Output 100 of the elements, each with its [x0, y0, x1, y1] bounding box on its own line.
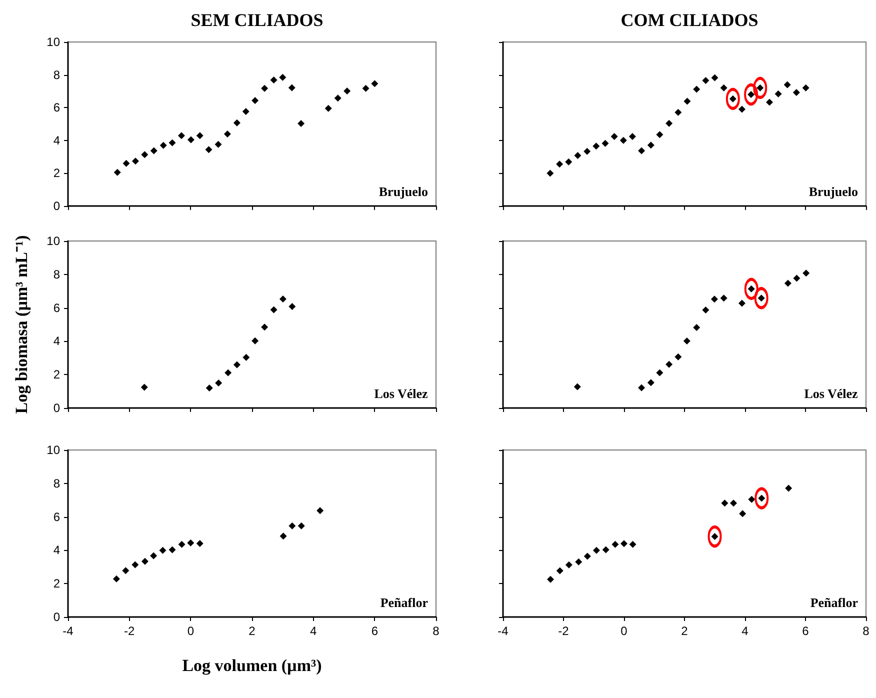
point [298, 120, 305, 128]
point [738, 300, 746, 307]
point [132, 158, 139, 165]
y-tick-label: 6 [53, 100, 60, 115]
point [792, 89, 800, 96]
point [279, 74, 286, 81]
annotation: Peñaflor [810, 595, 858, 610]
point [802, 270, 810, 277]
point [159, 546, 166, 554]
point [748, 496, 756, 503]
y-tick-label: 2 [53, 166, 60, 180]
y-tick-label: 0 [53, 199, 60, 213]
point [214, 140, 222, 148]
x-tick-label: 8 [432, 624, 440, 638]
y-tick-label: 0 [53, 610, 60, 624]
point [112, 575, 120, 582]
x-tick-label: -4 [62, 624, 74, 638]
y-tick-label: 10 [46, 35, 60, 49]
y-axis-title: Log biomasa (µm³ mL⁻¹) [12, 235, 31, 414]
point [224, 369, 232, 376]
point [141, 558, 148, 565]
point [187, 136, 194, 144]
point [178, 540, 186, 548]
point [122, 567, 130, 574]
annotation: Peñaflor [380, 595, 428, 610]
point [270, 306, 278, 314]
point [602, 140, 609, 147]
point [721, 500, 728, 507]
point [730, 500, 738, 507]
point [793, 274, 800, 282]
point [196, 540, 204, 548]
point [178, 132, 185, 140]
point [252, 337, 259, 344]
point [684, 98, 691, 105]
point [592, 142, 600, 150]
point [261, 84, 268, 92]
point [575, 558, 582, 566]
point [702, 306, 710, 314]
point [656, 131, 664, 138]
x-axis-title: Log volumen (µm³) [182, 656, 322, 675]
point [334, 94, 342, 102]
point [160, 142, 167, 149]
point [556, 160, 564, 168]
x-tick-label: 6 [802, 624, 810, 638]
point [584, 552, 591, 560]
x-tick-label: 2 [248, 624, 256, 638]
point [362, 84, 370, 92]
point [288, 84, 296, 92]
point [602, 546, 610, 554]
y-tick-label: 10 [46, 443, 60, 457]
point [702, 77, 710, 84]
point [546, 170, 554, 177]
x-tick-label: -4 [498, 624, 509, 638]
point [693, 324, 700, 332]
point [242, 108, 250, 116]
y-tick-label: 8 [53, 267, 60, 282]
point [612, 540, 619, 548]
y-tick-label: 8 [53, 476, 60, 490]
point [122, 160, 130, 167]
point [132, 561, 139, 568]
point [666, 360, 673, 368]
y-tick-label: 6 [53, 300, 60, 315]
point [556, 567, 564, 574]
y-tick-label: 2 [53, 368, 60, 382]
point [140, 384, 148, 391]
point [628, 132, 636, 140]
point [168, 139, 176, 146]
x-tick-label: -2 [558, 624, 570, 638]
point [610, 132, 618, 140]
point [565, 561, 572, 568]
point [739, 510, 746, 518]
x-tick-label: 0 [620, 624, 628, 638]
annotation: Los Vélez [374, 386, 428, 401]
x-tick-label: 4 [310, 624, 317, 638]
point [574, 383, 581, 390]
point [785, 484, 792, 492]
x-tick-label: -2 [124, 624, 135, 638]
point [242, 354, 250, 361]
point [584, 148, 591, 155]
chart-title: COM CILIADOS [620, 10, 758, 30]
x-tick-label: 8 [862, 624, 870, 638]
point [298, 522, 305, 530]
point [205, 146, 212, 154]
point [261, 324, 268, 331]
point [114, 168, 121, 176]
y-tick-label: 2 [53, 576, 60, 591]
point [674, 108, 682, 116]
point [324, 104, 332, 112]
point [620, 136, 627, 144]
y-tick-label: 0 [53, 401, 60, 415]
x-tick-label: 4 [742, 624, 749, 638]
point [344, 88, 351, 95]
point [270, 76, 278, 84]
y-tick-label: 4 [53, 543, 60, 558]
point [638, 147, 646, 154]
point [371, 80, 378, 88]
annotation: Brujuelo [808, 184, 858, 199]
point [784, 81, 791, 88]
point [766, 98, 774, 106]
annotation: Los Vélez [804, 386, 858, 401]
